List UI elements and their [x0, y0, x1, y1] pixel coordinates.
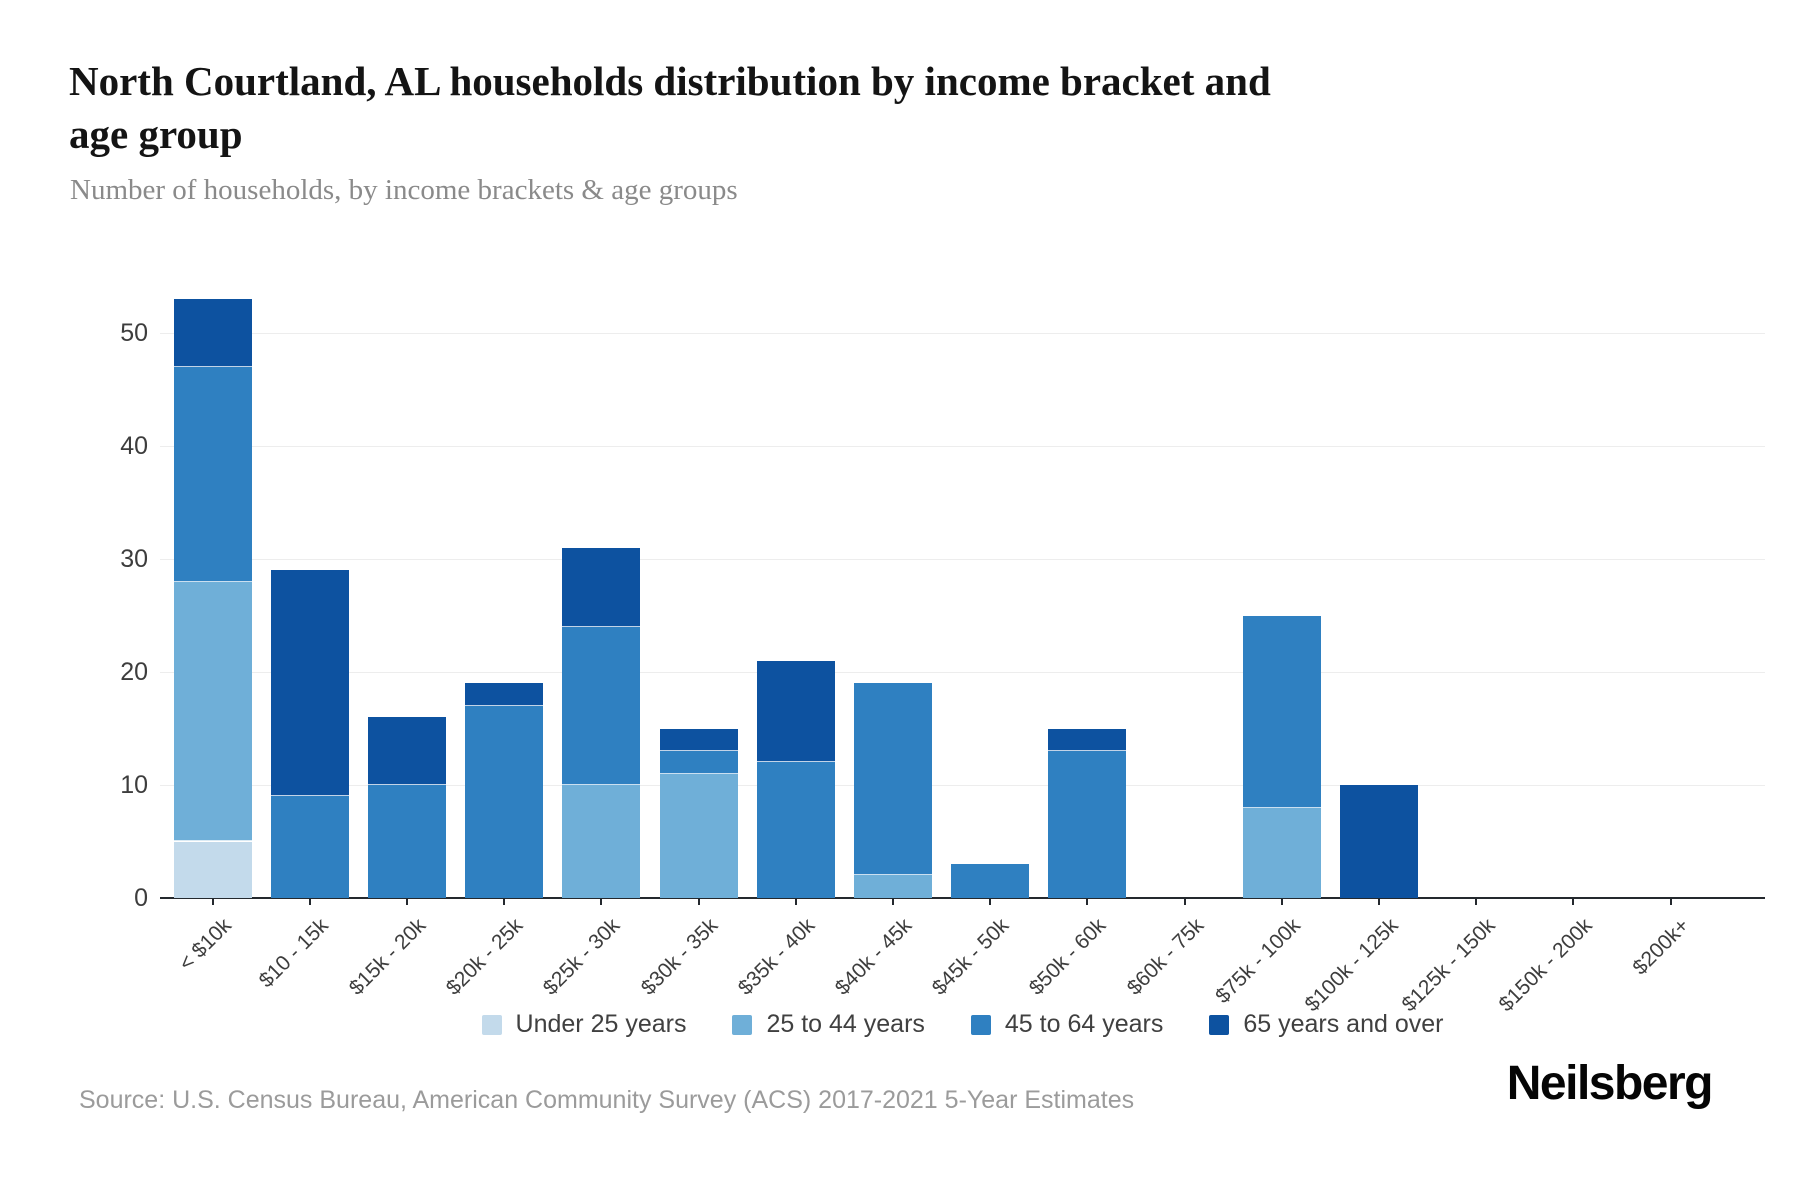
legend-item[interactable]: 65 years and over	[1209, 1012, 1443, 1037]
x-axis-tick-label: $45k - 50k	[927, 914, 1014, 1000]
bar-segment[interactable]	[1340, 785, 1418, 898]
x-axis-tick	[1572, 899, 1575, 905]
legend-item[interactable]: 25 to 44 years	[732, 1010, 925, 1038]
page-title-line1: North Courtland, AL households distribut…	[69, 58, 1271, 104]
bar-segment[interactable]	[659, 773, 738, 898]
x-axis-tick-label: $60k - 75k	[1122, 914, 1208, 1000]
y-axis-tick-label: 0	[134, 884, 148, 912]
bar-segment[interactable]	[173, 581, 252, 842]
bar-segment[interactable]	[173, 366, 252, 582]
x-axis-tick	[794, 899, 797, 905]
legend-label: Under 25 years	[515, 1010, 687, 1038]
bar-segment[interactable]	[1242, 615, 1321, 808]
x-axis-tick	[989, 899, 992, 905]
legend-label: 45 to 64 years	[1004, 1010, 1164, 1038]
bar-segment[interactable]	[562, 785, 641, 898]
y-axis-tick-label: 40	[120, 432, 148, 460]
x-axis-tick-label: $20k - 25k	[441, 914, 528, 1000]
bar-segment[interactable]	[173, 299, 252, 367]
legend-color-swatch	[1209, 1014, 1230, 1035]
bar-segment[interactable]	[368, 717, 446, 785]
x-axis-tick-label: $200k+	[1628, 914, 1694, 980]
bar-segment[interactable]	[854, 875, 932, 898]
bar-segment[interactable]	[1048, 728, 1127, 752]
gridline-y50	[160, 332, 1765, 334]
y-axis-tick-label: 10	[120, 771, 148, 799]
legend-label: 25 to 44 years	[766, 1010, 925, 1038]
chart-legend: Under 25 years 25 to 44 years 45 to 64 yea…	[160, 1012, 1765, 1037]
bar-segment[interactable]	[756, 762, 835, 898]
x-axis-tick	[697, 899, 700, 905]
x-axis-tick	[1378, 899, 1380, 905]
page-title: North Courtland, AL households distribut…	[69, 55, 1569, 161]
y-axis-tick-label: 50	[120, 319, 148, 347]
x-axis-tick	[503, 899, 506, 905]
x-axis-tick	[1475, 899, 1478, 905]
bar-segment[interactable]	[951, 864, 1030, 898]
x-axis-tick-label: $10 - 15k	[254, 914, 334, 993]
x-axis-tick-label: $50k - 60k	[1025, 914, 1111, 1000]
bar-segment[interactable]	[854, 683, 932, 876]
x-axis-tick-label: $150k - 200k	[1494, 914, 1597, 1017]
legend-label: 65 years and over	[1243, 1010, 1444, 1038]
x-axis-tick-label: $30k - 35k	[636, 914, 722, 1000]
bar-segment[interactable]	[173, 841, 252, 898]
x-axis-line	[160, 897, 1765, 899]
x-axis-tick-label: < $10k	[174, 914, 236, 976]
x-axis-tick	[211, 899, 214, 905]
bar-segment[interactable]	[1048, 751, 1127, 898]
x-axis-tick-label: $25k - 30k	[539, 914, 625, 1000]
x-axis-tick	[1086, 899, 1089, 905]
gridline-y30	[160, 558, 1765, 560]
x-axis-tick-label: $15k - 20k	[344, 914, 431, 1000]
x-axis-tick	[1669, 899, 1672, 905]
bar-segment[interactable]	[756, 660, 835, 763]
gridline-y10	[160, 784, 1765, 786]
x-axis-tick-label: $125k - 150k	[1397, 914, 1500, 1017]
bar-segment[interactable]	[659, 728, 738, 752]
x-axis-tick	[892, 899, 894, 905]
neilsberg-logo[interactable]: Neilsberg	[1506, 1057, 1714, 1110]
bar-segment[interactable]	[562, 626, 641, 785]
bar-segment[interactable]	[659, 751, 738, 774]
y-axis-tick-label: 30	[120, 545, 148, 573]
bar-segment[interactable]	[562, 547, 641, 627]
gridline-y20	[160, 671, 1765, 673]
bar-segment[interactable]	[270, 796, 349, 898]
x-axis-tick	[600, 899, 603, 905]
x-axis-tick-label: $75k - 100k	[1211, 914, 1306, 1008]
bar-segment[interactable]	[368, 785, 446, 898]
legend-item[interactable]: 45 to 64 years	[970, 1010, 1164, 1038]
y-axis-tick-label: 20	[120, 658, 148, 686]
bar-segment[interactable]	[270, 570, 349, 797]
bar-segment[interactable]	[465, 683, 544, 706]
page-title-line2: age group	[69, 111, 243, 157]
legend-color-swatch	[970, 1014, 991, 1035]
x-axis-tick	[1183, 899, 1186, 905]
x-axis-tick-label: $40k - 45k	[830, 914, 917, 1000]
chart-subtitle: Number of households, by income brackets…	[70, 174, 738, 206]
legend-item[interactable]: Under 25 years	[481, 1010, 687, 1038]
x-axis-tick-label: $100k - 125k	[1300, 914, 1403, 1017]
x-axis-tick	[308, 899, 311, 905]
source-text: Source: U.S. Census Bureau, American Com…	[79, 1086, 1135, 1114]
legend-color-swatch	[732, 1014, 753, 1035]
legend-color-swatch	[481, 1014, 502, 1035]
bar-segment[interactable]	[465, 705, 544, 898]
x-axis-tick	[406, 899, 408, 905]
x-axis-tick-label: $35k - 40k	[733, 914, 820, 1000]
bar-segment[interactable]	[1242, 807, 1321, 898]
gridline-y40	[160, 445, 1765, 447]
x-axis-tick	[1280, 899, 1283, 905]
